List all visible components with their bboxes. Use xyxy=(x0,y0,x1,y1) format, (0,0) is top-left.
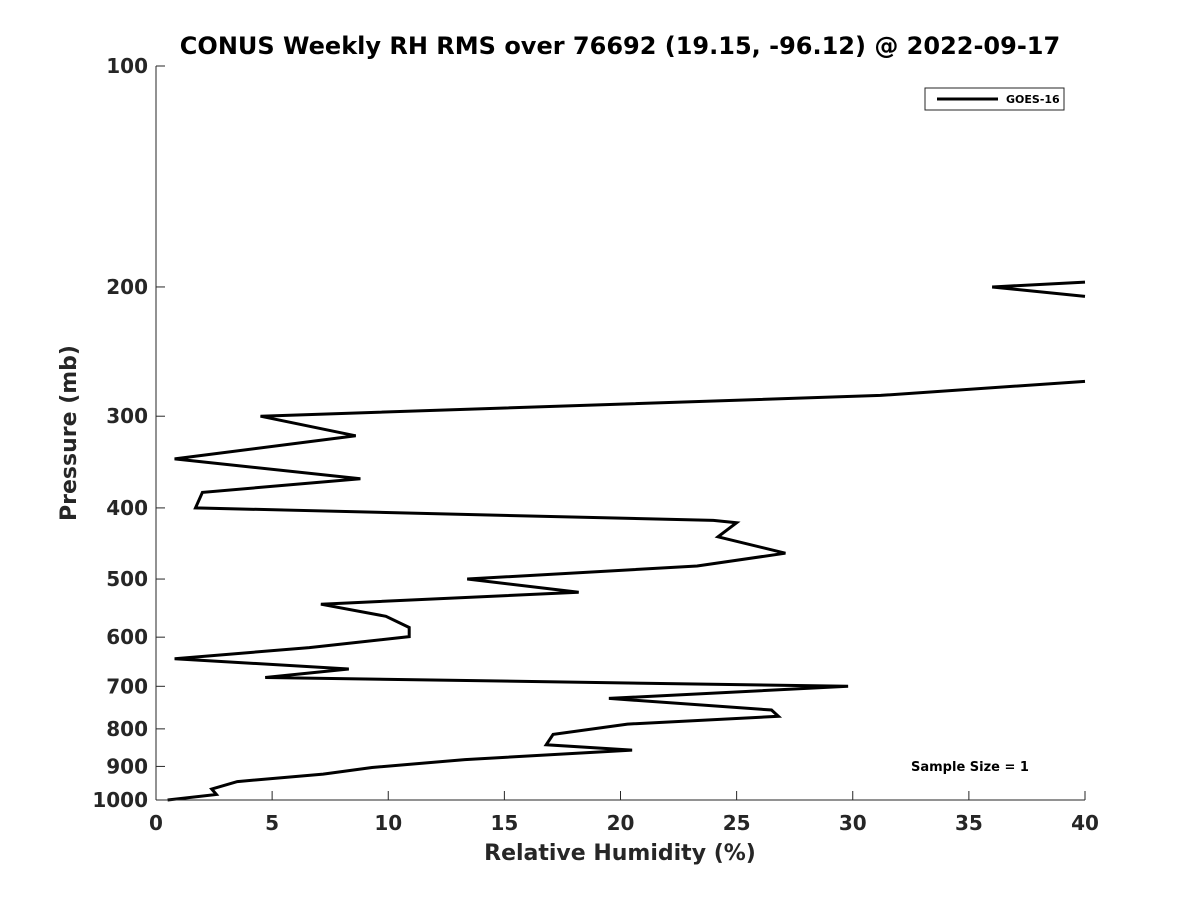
y-tick-label: 600 xyxy=(106,625,148,649)
y-tick-label: 300 xyxy=(106,404,148,428)
x-tick-label: 35 xyxy=(955,811,983,835)
x-tick-label: 40 xyxy=(1071,811,1099,835)
y-tick-label: 500 xyxy=(106,567,148,591)
plot-background xyxy=(156,66,1085,800)
y-tick-label: 700 xyxy=(106,674,148,698)
legend: GOES-16 xyxy=(924,87,1065,111)
y-axis-ticks: 100 200 300 400 500 600 700 800 900 1000 xyxy=(92,54,165,812)
x-tick-label: 20 xyxy=(607,811,635,835)
x-tick-label: 15 xyxy=(490,811,518,835)
x-tick-label: 25 xyxy=(723,811,751,835)
y-tick-label: 1000 xyxy=(92,788,148,812)
plot-area: 0 5 10 15 20 25 30 35 40 100 200 300 400 500 600 700 80… xyxy=(92,54,1099,835)
series-line-goes-16 xyxy=(167,280,1086,802)
x-tick-label: 30 xyxy=(839,811,867,835)
y-tick-label: 900 xyxy=(106,754,148,778)
x-axis-label: Relative Humidity (%) xyxy=(484,841,756,866)
y-axis-label: Pressure (mb) xyxy=(57,345,82,521)
x-tick-label: 0 xyxy=(149,811,163,835)
x-tick-label: 10 xyxy=(374,811,402,835)
series-layer xyxy=(167,280,1086,802)
x-axis-ticks: 0 5 10 15 20 25 30 35 40 xyxy=(149,791,1099,835)
y-tick-label: 200 xyxy=(106,275,148,299)
x-tick-label: 5 xyxy=(265,811,279,835)
chart-title: CONUS Weekly RH RMS over 76692 (19.15, -… xyxy=(180,32,1060,60)
sample-size-annotation: Sample Size = 1 xyxy=(911,760,1029,775)
legend-label-goes-16: GOES-16 xyxy=(1006,93,1060,106)
y-tick-label: 100 xyxy=(106,54,148,78)
y-tick-label: 400 xyxy=(106,496,148,520)
y-tick-label: 800 xyxy=(106,717,148,741)
